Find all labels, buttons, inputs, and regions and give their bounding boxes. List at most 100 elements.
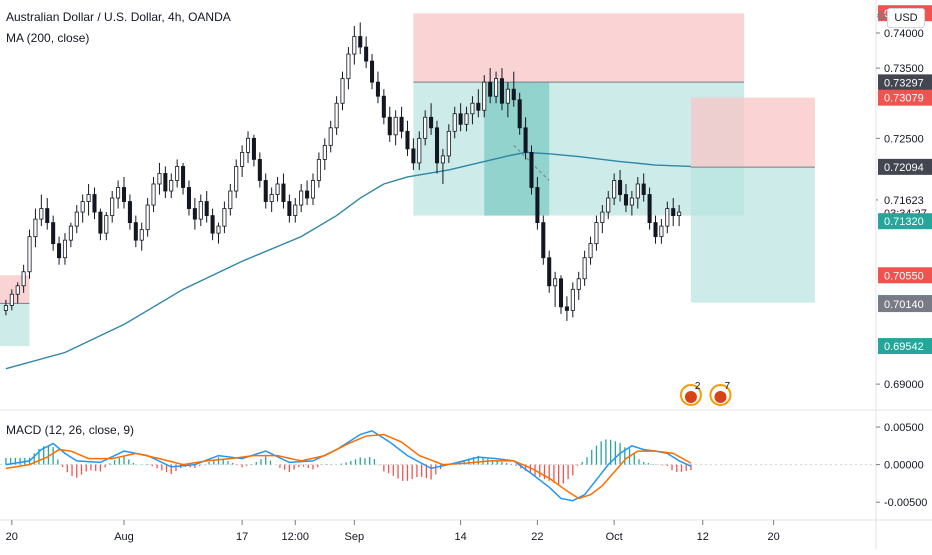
candle[interactable] (488, 68, 493, 104)
candle[interactable] (499, 68, 504, 111)
candle[interactable] (399, 106, 404, 139)
candle[interactable] (86, 183, 91, 216)
candle[interactable] (405, 120, 410, 156)
candle[interactable] (3, 299, 8, 316)
ma-200-line[interactable] (5, 151, 691, 370)
candle[interactable] (33, 208, 38, 248)
candle[interactable] (293, 198, 298, 223)
candle[interactable] (381, 89, 386, 125)
candle[interactable] (257, 152, 262, 188)
economic-event-badge[interactable]: 7 (709, 381, 732, 406)
gear-icon[interactable]: ⚙ (876, 9, 887, 23)
candle[interactable] (393, 110, 398, 146)
candle[interactable] (157, 162, 162, 195)
candle[interactable] (186, 180, 191, 216)
candle[interactable] (322, 138, 327, 170)
candle[interactable] (582, 250, 587, 286)
candle[interactable] (517, 92, 522, 135)
candle[interactable] (417, 131, 422, 170)
candle[interactable] (535, 176, 540, 230)
candle[interactable] (21, 264, 26, 293)
candle[interactable] (352, 25, 357, 65)
candle[interactable] (310, 173, 316, 206)
candle[interactable] (287, 194, 292, 223)
candle[interactable] (494, 71, 499, 104)
candle[interactable] (588, 236, 593, 265)
price-tag[interactable]: 0.70140 (878, 296, 932, 313)
candle[interactable] (62, 233, 67, 265)
candle[interactable] (92, 187, 97, 220)
candle[interactable] (346, 47, 351, 90)
candle[interactable] (275, 176, 280, 202)
candle[interactable] (659, 219, 664, 244)
candle[interactable] (246, 131, 251, 163)
candle[interactable] (198, 194, 203, 227)
candle[interactable] (151, 176, 156, 213)
candle[interactable] (423, 110, 428, 146)
candle[interactable] (446, 124, 451, 163)
candle[interactable] (281, 173, 286, 209)
candle[interactable] (529, 145, 534, 195)
candle[interactable] (511, 71, 516, 107)
candle[interactable] (263, 173, 268, 209)
candle[interactable] (192, 198, 197, 230)
candle[interactable] (234, 159, 239, 199)
candle[interactable] (370, 54, 375, 90)
macd-signal-line[interactable] (5, 433, 692, 500)
candle[interactable] (269, 187, 274, 213)
candle[interactable] (133, 215, 138, 248)
candle[interactable] (116, 180, 121, 209)
candle[interactable] (358, 22, 363, 55)
candle[interactable] (600, 205, 605, 234)
candle[interactable] (299, 183, 304, 213)
candle[interactable] (163, 166, 168, 199)
candle[interactable] (564, 296, 569, 321)
candle[interactable] (228, 183, 233, 216)
candle[interactable] (104, 212, 109, 241)
candle[interactable] (541, 215, 546, 265)
price-tag[interactable]: 0.73297 (878, 74, 932, 91)
candle[interactable] (505, 82, 510, 118)
candle[interactable] (74, 205, 79, 234)
candle[interactable] (641, 173, 646, 202)
stop-zone-1[interactable] (413, 13, 745, 83)
candle[interactable] (671, 198, 676, 227)
price-tag[interactable]: 0.73079 (878, 89, 932, 106)
candle[interactable] (216, 222, 221, 244)
shaded-range-block[interactable] (484, 82, 550, 216)
candle[interactable] (452, 106, 457, 139)
candle[interactable] (647, 187, 652, 230)
price-tag[interactable]: 0.71623 (878, 191, 932, 208)
candle[interactable] (305, 180, 310, 206)
candle[interactable] (51, 215, 56, 251)
candle[interactable] (387, 106, 392, 142)
candle[interactable] (558, 275, 564, 314)
candle[interactable] (523, 117, 528, 160)
candle[interactable] (464, 106, 469, 132)
target-zone-1[interactable] (413, 82, 745, 216)
candle[interactable] (665, 201, 670, 234)
candle[interactable] (57, 236, 62, 265)
candle[interactable] (429, 103, 434, 135)
economic-event-badge[interactable]: 2 (679, 381, 702, 406)
candle[interactable] (110, 191, 115, 223)
candle[interactable] (222, 201, 227, 234)
candle[interactable] (570, 282, 575, 318)
candle[interactable] (458, 103, 463, 132)
candle[interactable] (80, 194, 85, 223)
price-tag[interactable]: 0.70550 (878, 267, 932, 284)
candle[interactable] (27, 229, 32, 279)
candle[interactable] (68, 222, 73, 248)
candle[interactable] (240, 145, 245, 177)
candle[interactable] (169, 173, 174, 199)
candle[interactable] (15, 282, 20, 304)
candle[interactable] (328, 120, 333, 153)
candle[interactable] (39, 194, 44, 227)
candle[interactable] (482, 75, 487, 118)
price-tag[interactable]: 0.69542 (878, 338, 932, 355)
price-tag[interactable]: 0.71320 (878, 213, 932, 230)
candle[interactable] (251, 134, 256, 167)
candle[interactable] (635, 176, 640, 209)
